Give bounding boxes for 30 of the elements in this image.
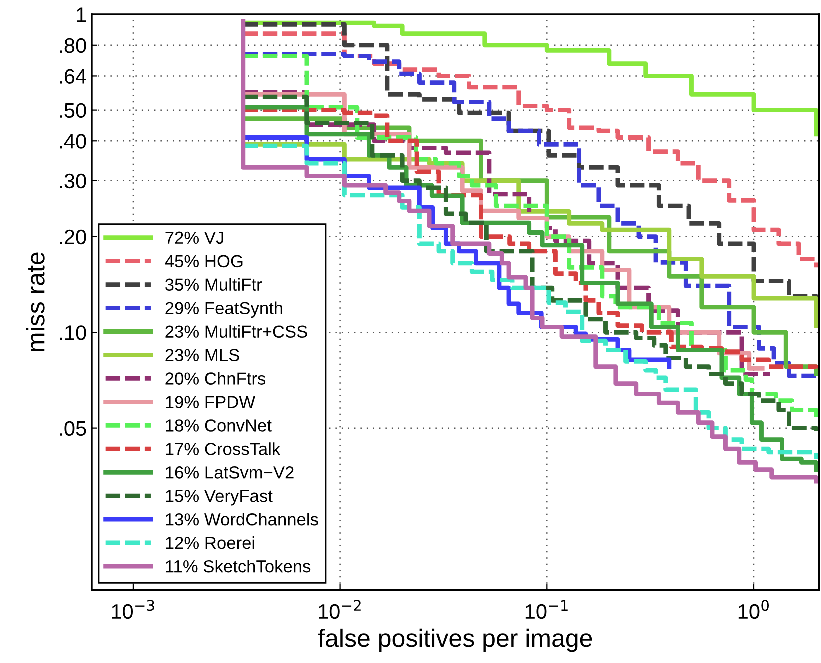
- legend-label: 35% MultiFtr: [166, 278, 262, 292]
- y-tick-label: .80: [60, 38, 86, 54]
- y-tick-label: .40: [60, 134, 86, 149]
- x-tick-label: 10$^{0}$: [738, 600, 770, 620]
- y-tick-label: .20: [60, 230, 86, 245]
- legend-label: 13% WordChannels: [166, 513, 318, 526]
- legend-label: 29% FeatSynth: [166, 302, 282, 318]
- legend-label: 19% FPDW: [166, 396, 256, 408]
- legend-label: 72% VJ: [166, 232, 224, 244]
- legend-label: 15% VeryFast: [166, 490, 273, 506]
- legend-label: 45% HOG: [165, 255, 243, 268]
- y-tick-label: .30: [60, 174, 86, 189]
- legend-label: 17% CrossTalk: [166, 442, 281, 456]
- y-tick-label: .64: [60, 69, 86, 84]
- legend-label: 23% MLS: [166, 349, 240, 362]
- y-tick-label: .50: [60, 103, 86, 118]
- x-axis-title: false positives per image: [318, 628, 592, 652]
- legend-label: 16% LatSvm−V2: [166, 466, 294, 479]
- y-tick-label: .10: [60, 326, 86, 340]
- y-axis-title: miss rate: [26, 252, 45, 352]
- legend-label: 23% MultiFtr+CSS: [166, 325, 308, 338]
- legend-label: 20% ChnFtrs: [166, 372, 266, 385]
- legend-label: 12% Roerei: [166, 536, 254, 550]
- x-tick-label: 10$^{−1}$: [526, 600, 568, 620]
- x-tick-label: 10$^{−3}$: [112, 600, 154, 620]
- y-tick-label: 1: [77, 8, 86, 22]
- legend-label: 18% ConvNet: [166, 420, 272, 432]
- y-tick-label: .05: [60, 421, 86, 436]
- legend-label: 11% SketchTokens: [166, 560, 311, 573]
- x-tick-label: 10$^{−2}$: [319, 600, 361, 620]
